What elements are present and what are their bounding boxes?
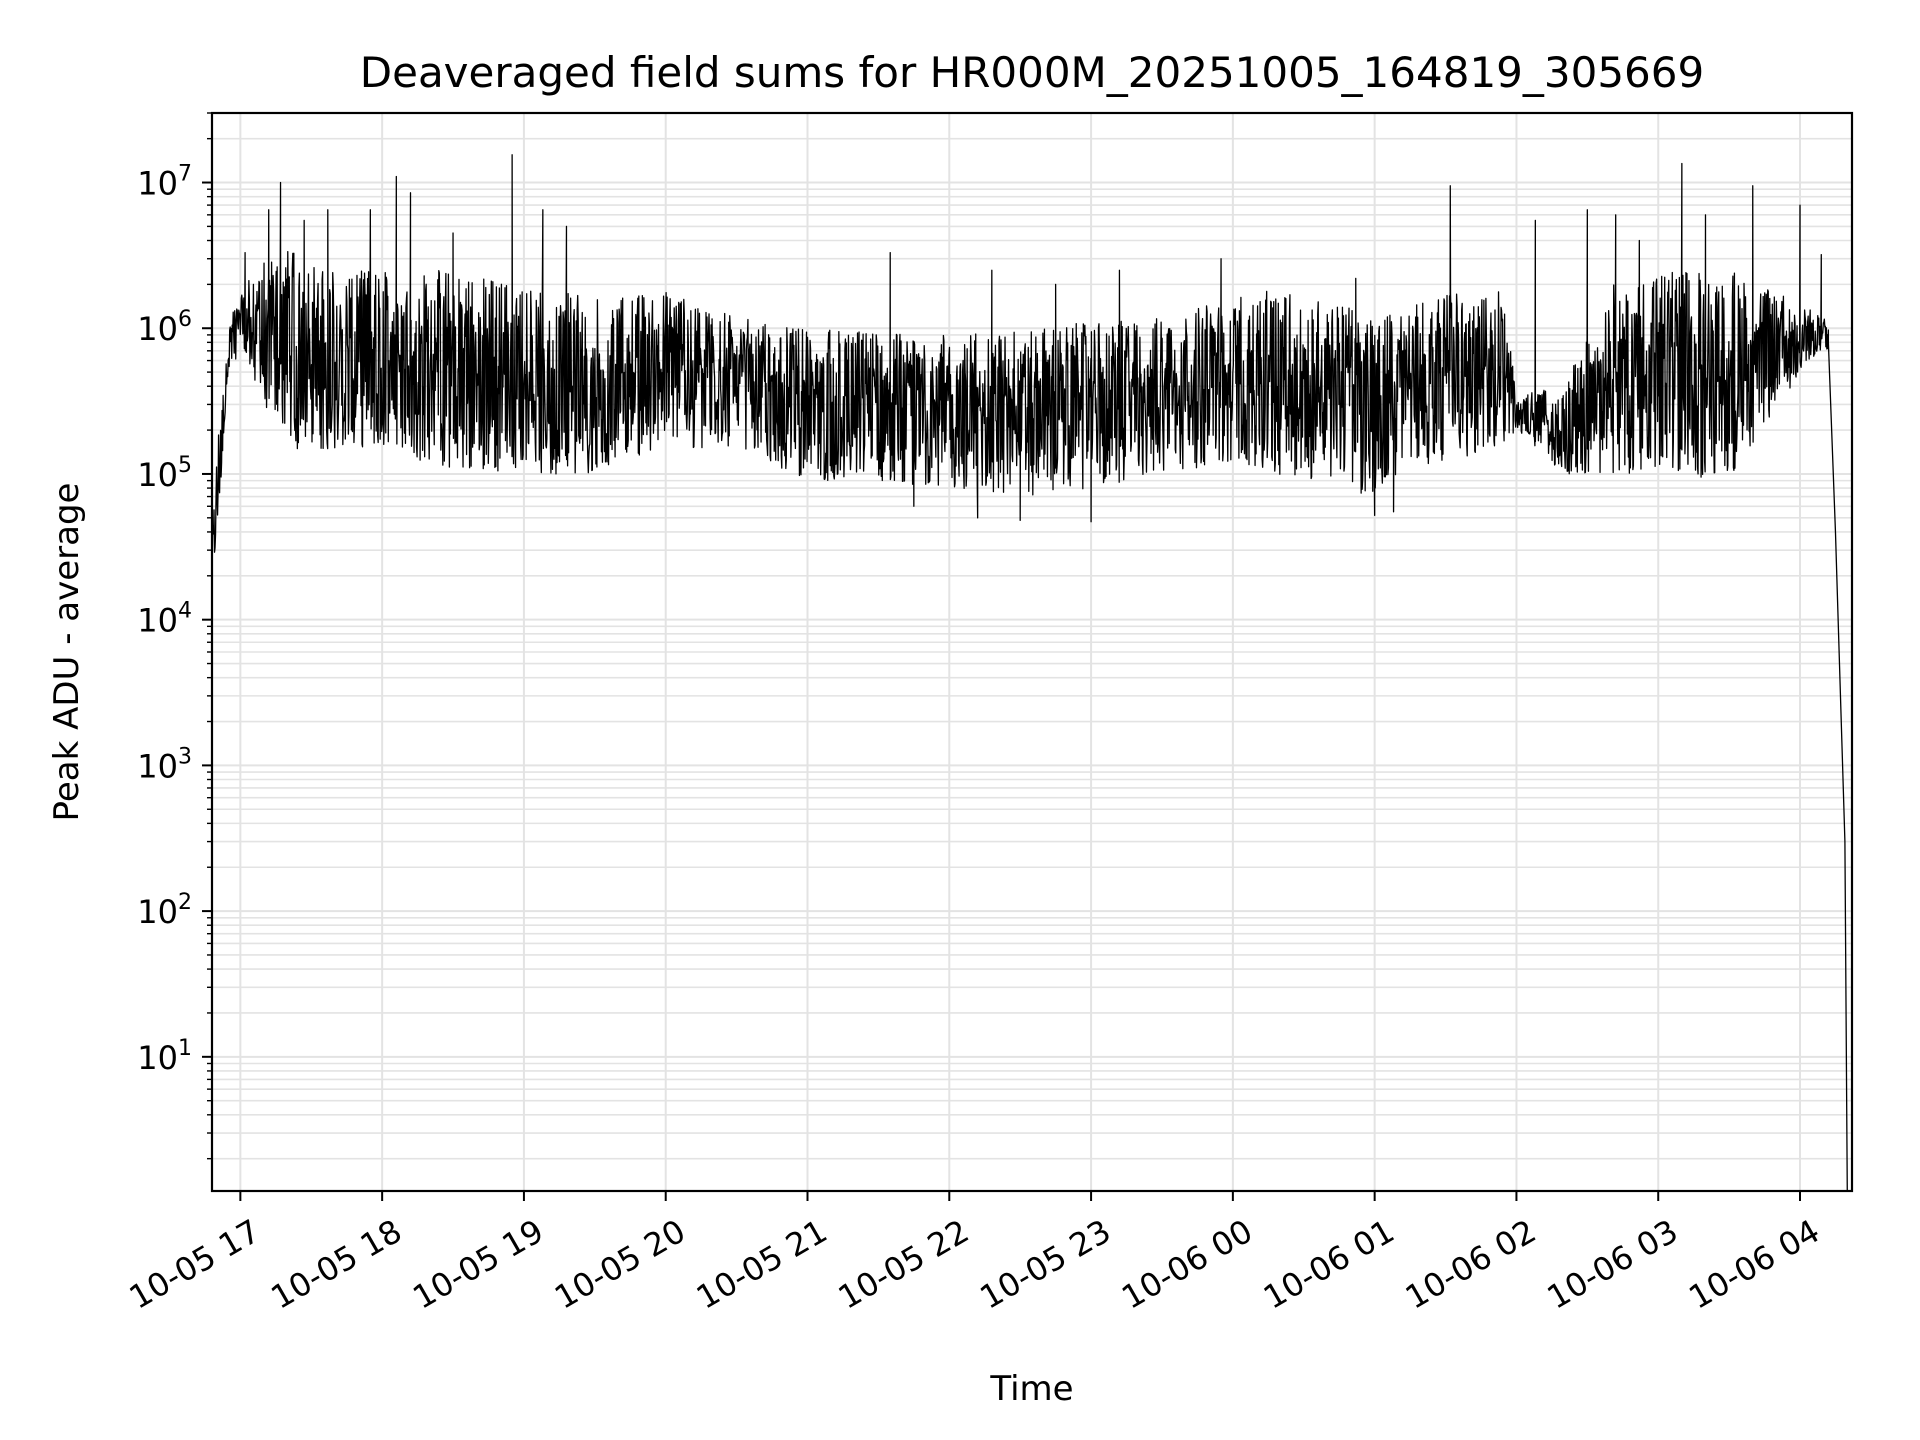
chart-title: Deaveraged field sums for HR000M_2025100… (360, 48, 1704, 97)
y-tick-label: 106 (137, 307, 192, 348)
y-tick-label: 101 (137, 1036, 192, 1077)
y-tick-base: 10 (137, 456, 178, 494)
y-tick-label: 104 (137, 599, 192, 640)
y-tick-label: 105 (137, 453, 192, 494)
y-tick-base: 10 (137, 310, 178, 348)
y-tick-label: 107 (137, 162, 192, 203)
grid (212, 112, 1852, 1191)
x-axis-label: Time (989, 1369, 1073, 1409)
y-axis-label: Peak ADU - average (47, 483, 87, 822)
y-tick-label: 103 (137, 744, 192, 785)
y-tick-exponent: 2 (178, 890, 192, 915)
y-tick-base: 10 (137, 747, 178, 785)
series-line (211, 154, 1848, 1192)
y-tick-base: 10 (137, 1039, 178, 1077)
y-tick-base: 10 (137, 893, 178, 931)
y-tick-exponent: 3 (178, 744, 192, 769)
y-tick-exponent: 7 (178, 162, 192, 187)
y-tick-exponent: 6 (178, 307, 192, 332)
y-tick-base: 10 (137, 602, 178, 640)
y-tick-label: 102 (137, 890, 192, 931)
y-tick-base: 10 (137, 165, 178, 203)
y-tick-exponent: 5 (178, 453, 192, 478)
y-tick-exponent: 1 (178, 1036, 192, 1061)
data-series (211, 154, 1848, 1192)
y-tick-exponent: 4 (178, 599, 192, 624)
